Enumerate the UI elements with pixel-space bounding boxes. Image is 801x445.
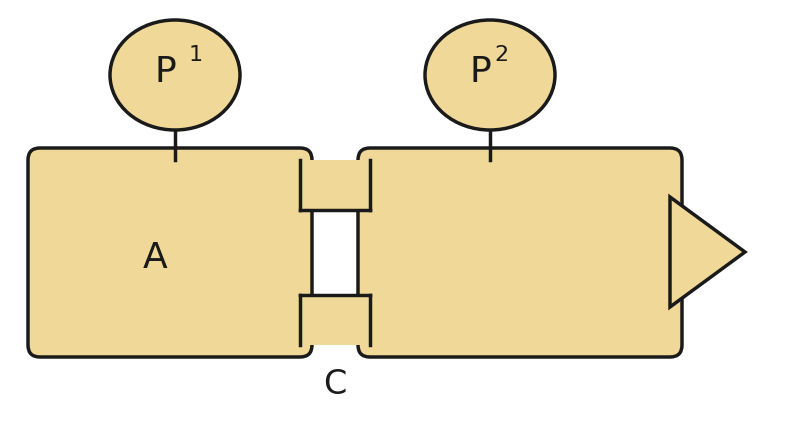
Ellipse shape (425, 20, 555, 130)
Polygon shape (670, 197, 745, 307)
Text: 2: 2 (494, 45, 508, 65)
Polygon shape (300, 295, 370, 345)
FancyBboxPatch shape (358, 148, 682, 357)
Polygon shape (300, 160, 370, 210)
FancyBboxPatch shape (28, 148, 312, 357)
Text: 1: 1 (189, 45, 203, 65)
Text: P: P (154, 55, 176, 89)
Text: A: A (143, 241, 167, 275)
Ellipse shape (110, 20, 240, 130)
Text: C: C (324, 368, 347, 401)
Text: P: P (469, 55, 491, 89)
